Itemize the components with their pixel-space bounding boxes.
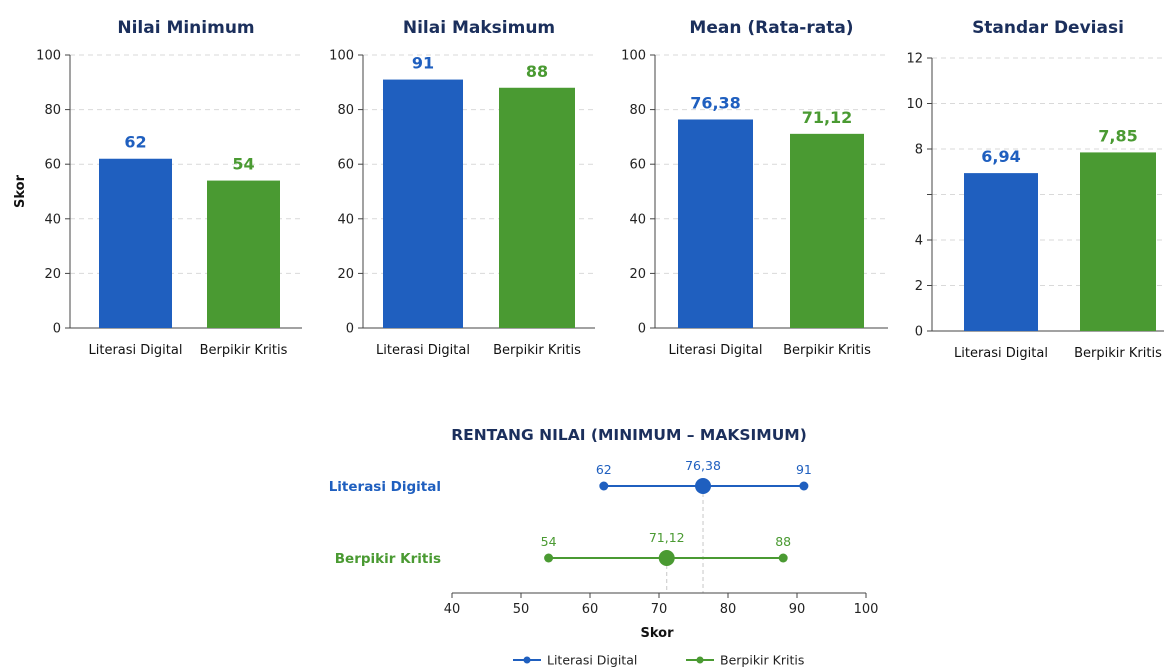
x-tick-label: 40	[444, 602, 461, 617]
y-tick-label: 0	[638, 322, 646, 337]
y-tick-label: 8	[915, 143, 923, 158]
panel-title: Nilai Minimum	[117, 18, 254, 38]
legend-label: Literasi Digital	[547, 653, 637, 668]
category-label: Berpikir Kritis	[783, 343, 871, 358]
legend-label: Berpikir Kritis	[720, 653, 804, 668]
legend-marker	[696, 656, 704, 664]
y-tick-label: 80	[629, 103, 646, 118]
y-tick-label: 0	[915, 325, 923, 340]
y-tick-label: 40	[44, 212, 61, 227]
bar	[790, 133, 864, 328]
range-title: RENTANG NILAI (MINIMUM – MAKSIMUM)	[451, 426, 807, 444]
legend-marker	[523, 656, 531, 664]
y-tick-label: 60	[337, 158, 354, 173]
bar-value-label: 91	[412, 54, 434, 73]
category-label: Literasi Digital	[669, 343, 763, 358]
bar-value-label: 62	[124, 133, 146, 152]
y-tick-label: 4	[915, 234, 923, 249]
bar	[964, 173, 1038, 331]
y-tick-label: 80	[337, 103, 354, 118]
y-tick-label: 0	[53, 322, 61, 337]
y-tick-label: 80	[44, 103, 61, 118]
category-label: Berpikir Kritis	[200, 343, 288, 358]
min-label: 54	[541, 534, 557, 549]
category-label: Berpikir Kritis	[493, 343, 581, 358]
mean-point	[695, 478, 712, 494]
y-tick-label: 2	[915, 279, 923, 294]
panel-title: Standar Deviasi	[972, 18, 1124, 38]
bar	[499, 87, 575, 328]
y-tick-label: 100	[621, 49, 646, 64]
y-tick-label: 60	[629, 158, 646, 173]
category-label: Literasi Digital	[89, 343, 183, 358]
bar	[678, 119, 753, 328]
max-label: 88	[775, 534, 791, 549]
panel-title: Nilai Maksimum	[403, 18, 555, 38]
bar	[207, 180, 280, 328]
category-label: Berpikir Kritis	[1074, 346, 1162, 361]
x-tick-label: 100	[854, 602, 879, 617]
row-label: Berpikir Kritis	[335, 551, 441, 567]
y-tick-label: 100	[36, 49, 61, 64]
y-tick-label: 12	[906, 52, 923, 67]
category-label: Literasi Digital	[954, 346, 1048, 361]
bar-value-label: 54	[232, 155, 254, 174]
y-tick-label: 0	[346, 322, 354, 337]
x-tick-label: 50	[513, 602, 530, 617]
x-tick-label: 80	[720, 602, 737, 617]
x-axis-label: Skor	[640, 626, 674, 641]
bar-value-label: 76,38	[690, 93, 741, 112]
min-label: 62	[596, 462, 612, 477]
x-tick-label: 90	[789, 602, 806, 617]
bar-value-label: 7,85	[1098, 126, 1137, 145]
bar-value-label: 6,94	[981, 147, 1020, 166]
y-tick-label: 20	[629, 267, 646, 282]
y-tick-label: 60	[44, 158, 61, 173]
min-point	[599, 481, 609, 491]
y-tick-label: 100	[329, 49, 354, 64]
bar	[1080, 152, 1156, 331]
category-label: Literasi Digital	[376, 343, 470, 358]
y-tick-label: 20	[44, 267, 61, 282]
x-tick-label: 70	[651, 602, 668, 617]
min-point	[544, 553, 554, 563]
max-label: 91	[796, 462, 812, 477]
bar-value-label: 88	[526, 62, 548, 81]
mean-label: 71,12	[649, 530, 685, 545]
bar	[99, 158, 172, 328]
panel-title: Mean (Rata-rata)	[689, 18, 853, 38]
bar-value-label: 71,12	[802, 108, 853, 127]
y-tick-label: 20	[337, 267, 354, 282]
y-axis-label: Skor	[13, 174, 28, 208]
y-tick-label: 40	[337, 212, 354, 227]
y-tick-label: 40	[629, 212, 646, 227]
max-point	[778, 553, 788, 563]
bar	[383, 79, 463, 328]
mean-point	[658, 550, 675, 566]
mean-label: 76,38	[685, 458, 721, 473]
max-point	[799, 481, 809, 491]
row-label: Literasi Digital	[329, 479, 441, 495]
x-tick-label: 60	[582, 602, 599, 617]
y-tick-label: 10	[906, 97, 923, 112]
